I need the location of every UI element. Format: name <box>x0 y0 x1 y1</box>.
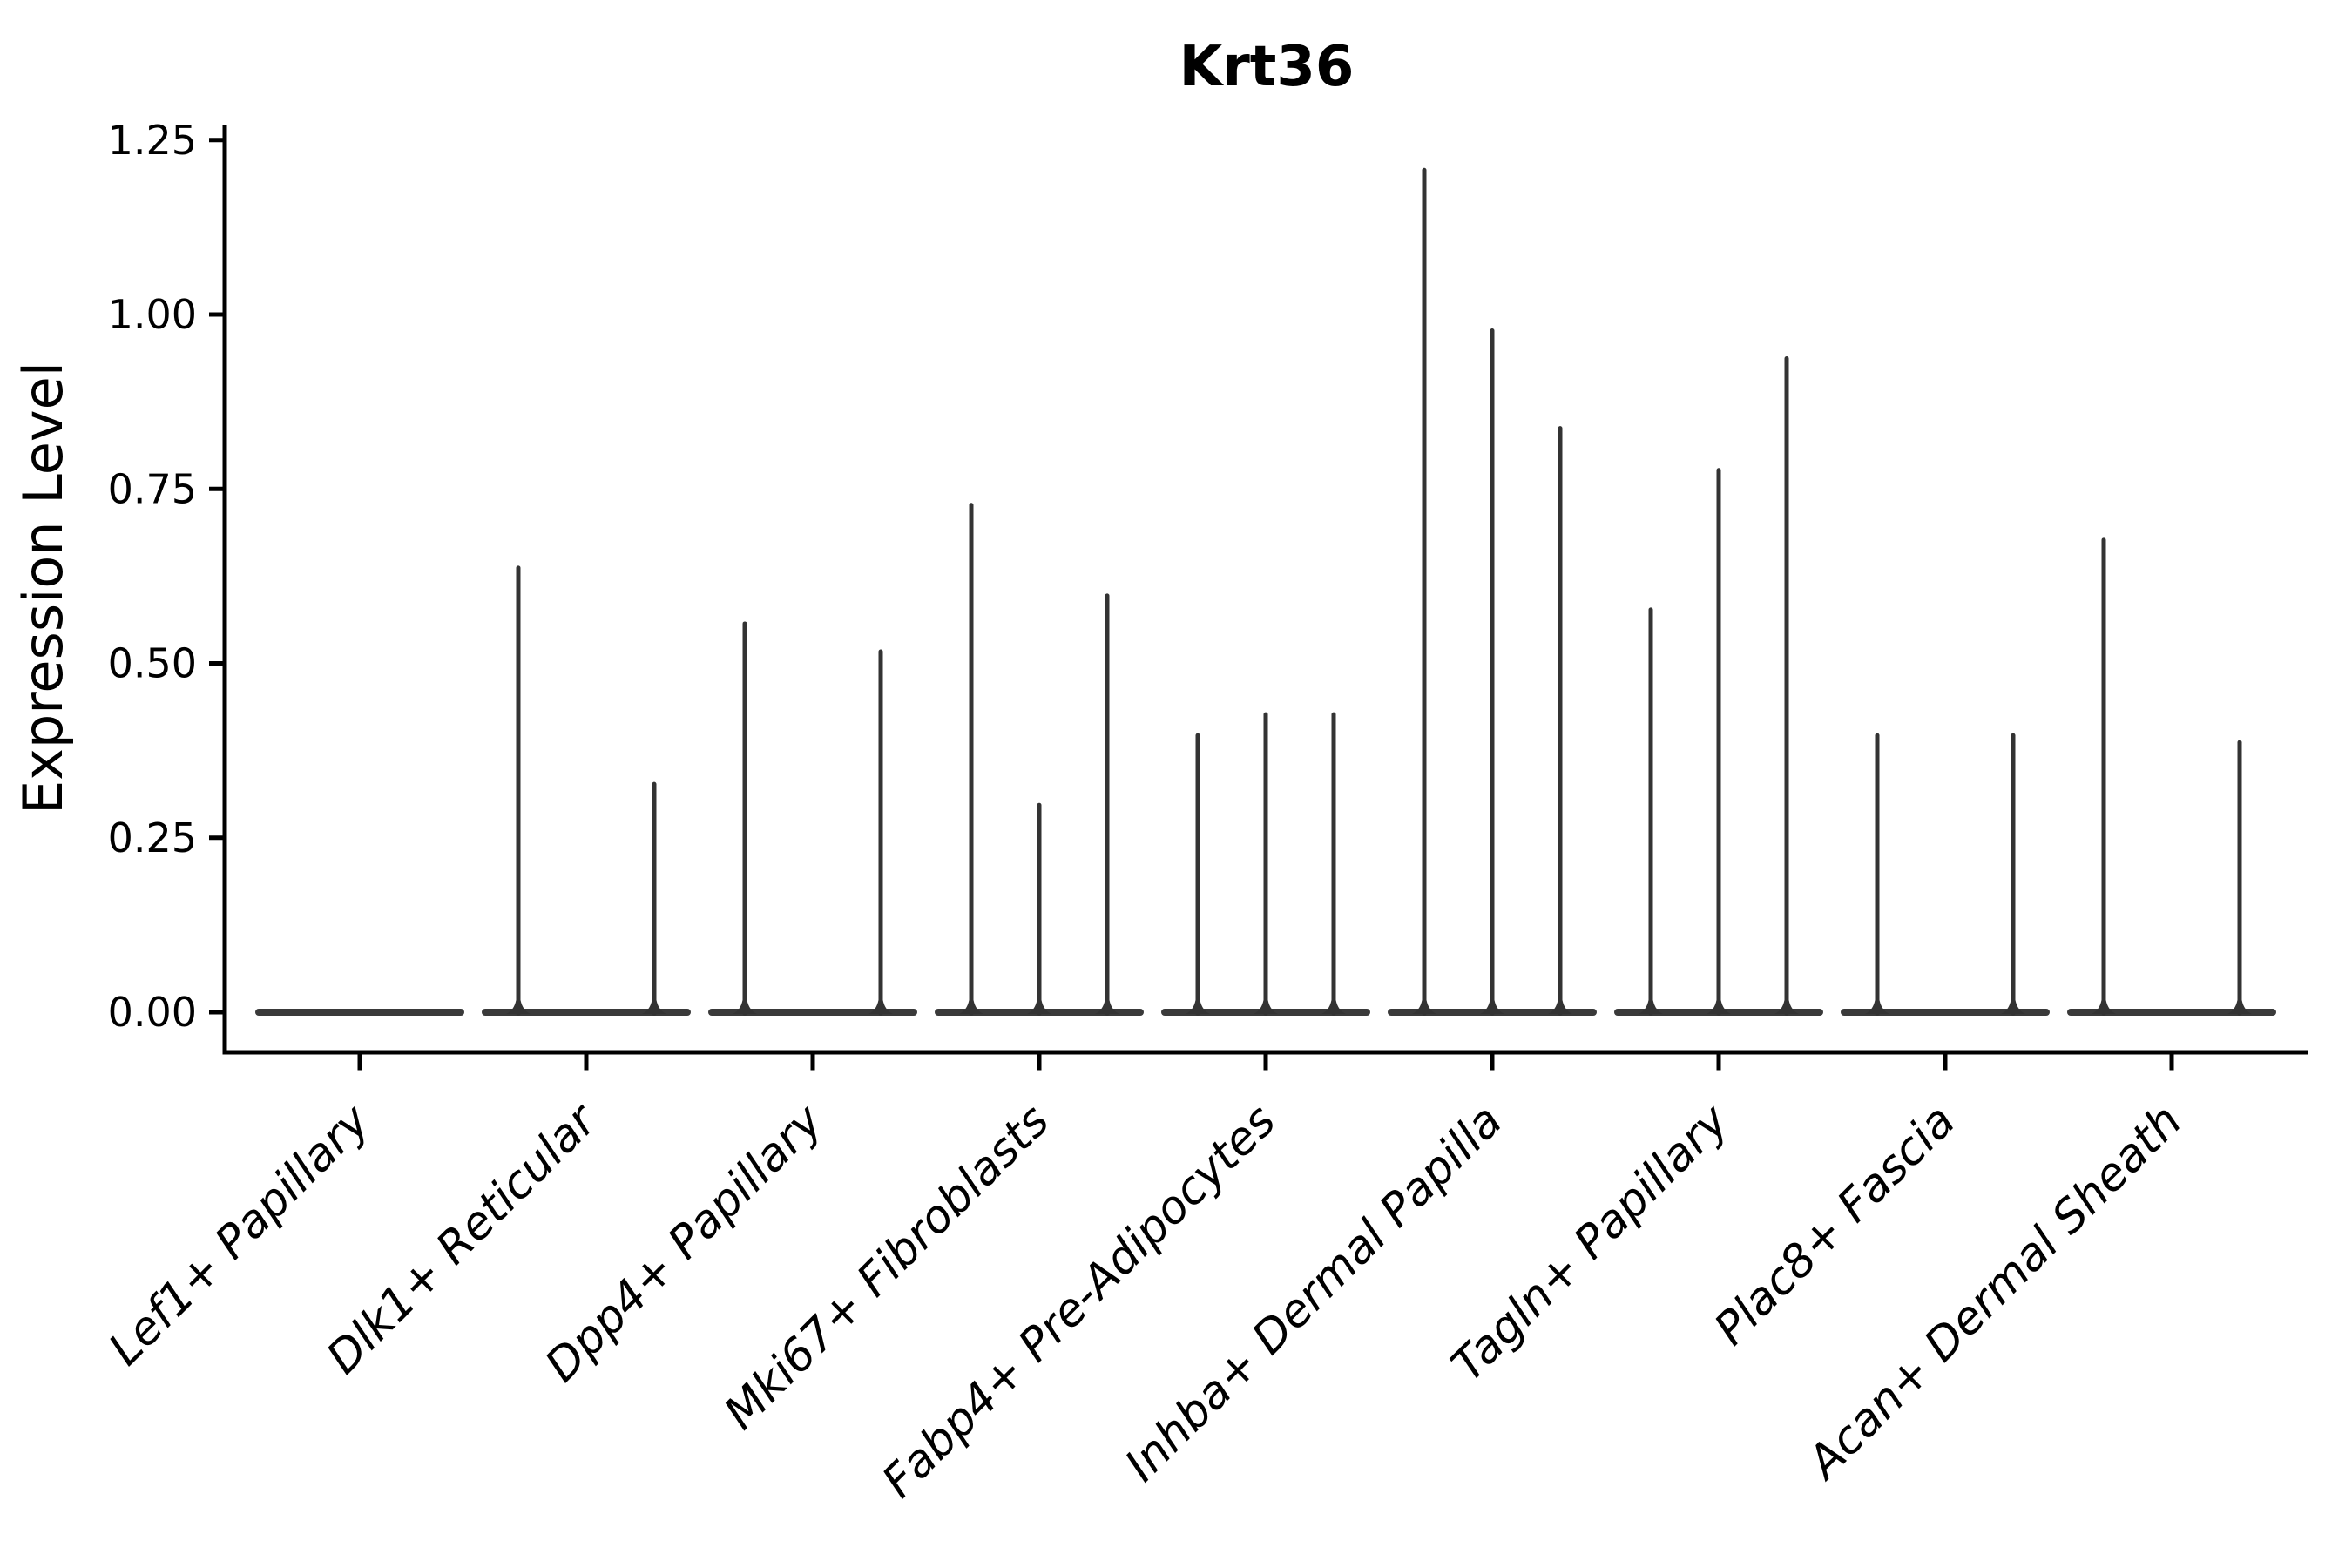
violin-spike <box>516 565 521 1016</box>
violin-spike-foot <box>1865 1000 1889 1014</box>
violin-spike <box>2237 740 2242 1016</box>
violin-spike <box>652 781 657 1016</box>
violin-spike <box>1716 468 1721 1016</box>
x-tick-label: Plac8+ Fascia <box>1705 1095 1965 1355</box>
violin-spike-foot <box>1480 1000 1504 1014</box>
violin-spike <box>742 621 747 1016</box>
y-tick-label: 0.50 <box>108 640 197 687</box>
x-tick-label: Inhba+ Dermal Papilla <box>1115 1095 1512 1492</box>
violins-layer <box>255 167 2276 1017</box>
y-tick-label: 0.00 <box>108 989 197 1036</box>
y-tick-label: 1.25 <box>108 117 197 164</box>
violin-spike <box>1490 328 1495 1016</box>
violin-spike <box>1784 356 1789 1016</box>
violin-spike-foot <box>1321 1000 1346 1014</box>
y-tick-label: 1.00 <box>108 291 197 338</box>
violin-baseline <box>2067 1009 2276 1016</box>
violin-spike-foot <box>1254 1000 1278 1014</box>
violin-spike-foot <box>1707 1000 1731 1014</box>
violin-spike <box>1422 167 1427 1017</box>
violin-spike <box>1037 802 1042 1016</box>
violin-spike <box>878 649 883 1016</box>
violin-baseline <box>255 1009 464 1016</box>
violin-spike <box>1331 712 1336 1016</box>
violin-spike-foot <box>1186 1000 1210 1014</box>
violin-baseline <box>482 1009 691 1016</box>
violin-spike <box>1558 426 1563 1016</box>
violin-spike-foot <box>2001 1000 2025 1014</box>
violin-spike-foot <box>2092 1000 2116 1014</box>
y-axis-label: Expression Level <box>11 362 75 814</box>
violin-spike <box>2101 537 2106 1016</box>
violin-spike <box>1263 712 1268 1016</box>
chart-title: Krt36 <box>1179 35 1355 99</box>
x-tick-label: Fabp4+ Pre-Adipocytes <box>873 1095 1287 1509</box>
violin-baseline <box>708 1009 917 1016</box>
y-tick-label: 0.75 <box>108 465 197 512</box>
x-tick-label: Acan+ Dermal Sheath <box>1796 1095 2192 1490</box>
violin-spike-foot <box>1412 1000 1436 1014</box>
violin-spike <box>969 503 974 1016</box>
violin-spike <box>1875 733 1880 1016</box>
violin-spike-foot <box>506 1000 531 1014</box>
violin-spike-foot <box>1548 1000 1572 1014</box>
axes-layer <box>209 125 2308 1071</box>
y-tick-label: 0.25 <box>108 814 197 862</box>
violin-spike-foot <box>1774 1000 1799 1014</box>
violin-spike-foot <box>733 1000 757 1014</box>
violin-spike-foot <box>2227 1000 2252 1014</box>
violin-spike-foot <box>868 1000 893 1014</box>
violin-spike <box>1105 593 1110 1016</box>
violin-spike <box>2011 733 2016 1016</box>
violin-spike-foot <box>1639 1000 1663 1014</box>
violin-spike-foot <box>959 1000 983 1014</box>
violin-baseline <box>1841 1009 2050 1016</box>
violin-spike <box>1648 607 1653 1016</box>
violin-spike <box>1195 733 1200 1016</box>
violin-spike-foot <box>1095 1000 1119 1014</box>
violin-spike-foot <box>642 1000 666 1014</box>
violin-spike-foot <box>1027 1000 1051 1014</box>
